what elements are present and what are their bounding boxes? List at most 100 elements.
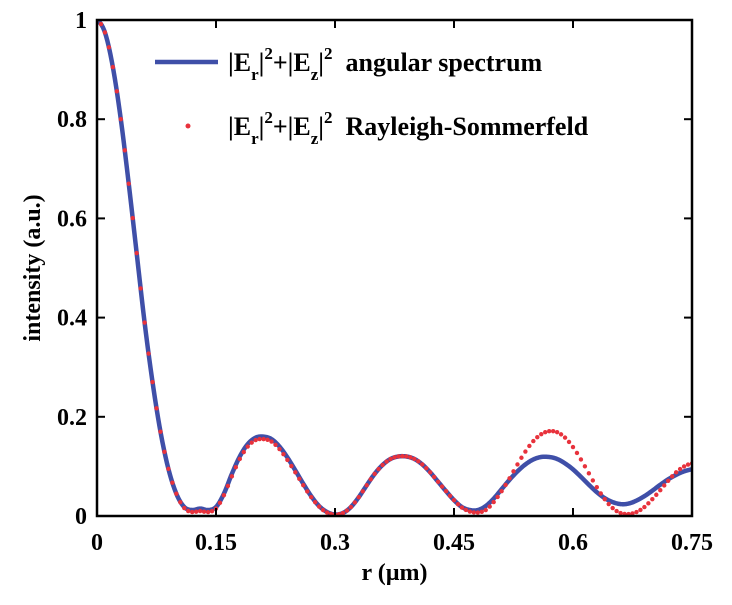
data-point — [360, 489, 365, 494]
y-axis-label: intensity (a.u.) — [20, 194, 46, 341]
data-point — [372, 471, 377, 477]
data-point — [511, 469, 516, 474]
data-point — [435, 479, 441, 484]
data-point — [507, 476, 512, 481]
y-tick-label: 1 — [75, 8, 87, 34]
data-point — [543, 429, 548, 435]
data-point — [602, 496, 607, 502]
data-point — [642, 504, 647, 510]
data-point — [130, 215, 135, 221]
data-point — [150, 379, 155, 385]
data-point — [408, 455, 413, 460]
data-point — [126, 181, 131, 186]
data-point — [594, 485, 599, 490]
x-axis-label: r (µm) — [361, 560, 427, 586]
data-point — [106, 45, 112, 50]
tick-marks — [96, 19, 693, 517]
data-point — [273, 442, 278, 447]
data-point — [182, 505, 187, 511]
data-point — [289, 463, 294, 469]
data-point — [658, 488, 663, 493]
data-point — [550, 428, 556, 434]
data-point — [225, 483, 231, 489]
data-point — [586, 471, 592, 476]
legend-entry: |Er|2+|Ez|2 angular spectrum — [155, 44, 543, 84]
data-point — [491, 499, 496, 505]
data-point — [527, 443, 532, 449]
data-point — [356, 494, 361, 500]
x-tick-label: 0.45 — [433, 530, 475, 556]
data-point — [158, 429, 163, 434]
data-point — [677, 466, 683, 472]
data-point — [431, 474, 437, 480]
data-point — [352, 500, 358, 505]
data-point — [261, 436, 266, 442]
data-point — [428, 470, 433, 475]
data-point — [554, 429, 560, 435]
series-line-angular-spectrum — [97, 20, 692, 516]
legend-dot-swatch — [185, 123, 191, 129]
data-point — [570, 444, 576, 450]
data-point — [110, 64, 116, 70]
data-point — [368, 477, 373, 482]
data-point — [451, 497, 457, 503]
data-point — [610, 505, 615, 511]
data-point — [673, 470, 679, 475]
data-point — [170, 480, 175, 485]
data-point — [424, 465, 429, 471]
data-point — [237, 456, 242, 462]
data-point — [606, 501, 611, 507]
data-point — [380, 462, 385, 468]
data-point — [193, 509, 199, 514]
data-point — [638, 507, 643, 513]
data-point — [463, 507, 469, 513]
data-point — [503, 482, 508, 488]
data-point — [138, 286, 143, 291]
data-point — [685, 462, 691, 467]
data-point — [281, 451, 286, 457]
data-point — [519, 455, 524, 460]
data-point — [186, 508, 191, 514]
legend-entry: |Er|2+|Ez|2 Rayleigh-Sommerfeld — [185, 108, 589, 148]
data-point — [412, 456, 417, 462]
data-point — [574, 450, 580, 456]
data-point — [388, 456, 393, 462]
data-point — [114, 89, 120, 94]
data-point — [320, 507, 326, 513]
data-point — [523, 449, 528, 454]
data-point — [666, 478, 671, 483]
data-point — [154, 406, 159, 411]
y-tick-label: 0.4 — [57, 306, 87, 332]
data-point — [324, 510, 330, 515]
data-point — [535, 434, 540, 440]
data-point — [654, 492, 659, 497]
data-point — [312, 500, 318, 505]
data-point — [681, 464, 687, 469]
data-point — [487, 504, 492, 509]
x-tick-label: 0.75 — [671, 530, 713, 556]
data-point — [515, 462, 520, 467]
y-tick-label: 0.6 — [57, 206, 87, 232]
data-point — [162, 449, 167, 455]
data-point — [499, 489, 504, 494]
data-point — [221, 492, 227, 498]
data-point — [384, 459, 389, 464]
data-point — [475, 510, 480, 515]
data-point — [285, 457, 290, 463]
data-point — [376, 466, 381, 472]
data-point — [416, 459, 421, 464]
data-point — [245, 444, 250, 449]
data-point — [566, 439, 572, 445]
data-point — [662, 483, 667, 488]
data-point — [467, 509, 473, 514]
data-point — [471, 510, 477, 515]
data-point — [190, 509, 195, 515]
data-point — [590, 478, 596, 483]
data-point — [253, 437, 258, 443]
x-tick-label: 0.3 — [320, 530, 350, 556]
data-point — [618, 510, 623, 516]
data-point — [404, 454, 409, 459]
data-point — [479, 509, 484, 515]
